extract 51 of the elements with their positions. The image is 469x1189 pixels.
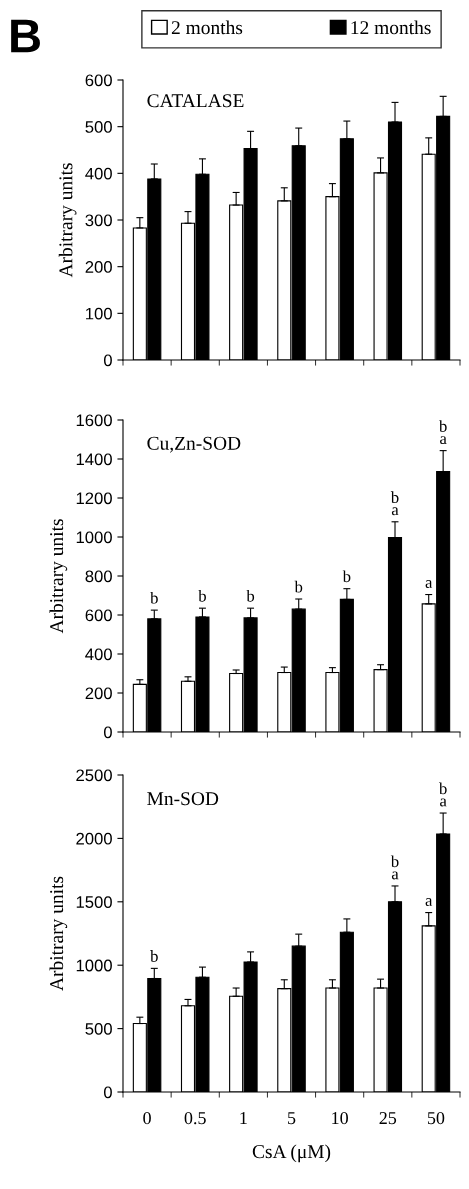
y-tick-label: 1400 [76, 453, 112, 466]
legend-label: 12 months [351, 20, 431, 35]
data-label: b a [390, 491, 399, 516]
y-tick-label: 2500 [76, 769, 112, 782]
y-tick-label: 100 [86, 307, 112, 320]
data-label: b [150, 950, 158, 962]
y-tick-label: 0 [103, 1086, 112, 1099]
data-label: b [150, 591, 158, 604]
y-tick-label: 0 [103, 354, 112, 367]
y-tick-label: 800 [85, 570, 112, 583]
data-label: b a [438, 782, 447, 807]
x-tick-label: 10 [332, 1111, 348, 1125]
x-tick-label: 50 [427, 1111, 445, 1125]
y-tick-label: 0 [103, 726, 112, 739]
x-tick-label: 1 [240, 1112, 247, 1124]
y-tick-label: 1000 [76, 959, 112, 972]
legend-label: 2 months [171, 20, 243, 35]
y-tick-label: 500 [85, 1023, 112, 1035]
y-tick-label: 600 [85, 74, 112, 87]
y-tick-label: 600 [85, 609, 112, 622]
y-tick-label: 1200 [76, 492, 112, 505]
y-tick-label: 500 [85, 121, 112, 133]
data-label: b [198, 589, 206, 602]
data-label: a [425, 898, 433, 907]
data-label: b [294, 580, 303, 593]
y-tick-label: 200 [85, 687, 112, 700]
x-tick-label: 0 [143, 1111, 151, 1125]
y-axis-title: Arbitrary units [49, 876, 68, 991]
y-tick-label: 1000 [76, 531, 112, 544]
x-tick-label: 0.5 [184, 1111, 206, 1125]
x-tick-label: 5 [288, 1112, 296, 1125]
y-axis-title: Arbitrary units [58, 163, 77, 278]
y-tick-label: 1500 [76, 896, 112, 908]
y-tick-label: 400 [85, 167, 112, 180]
y-tick-label: 1600 [76, 414, 112, 427]
data-label: b a [390, 855, 399, 880]
text: B [11, 19, 40, 53]
y-tick-label: 300 [85, 214, 112, 227]
text: CATALASE [147, 94, 244, 108]
x-axis-title: CsA (μM) [252, 1144, 331, 1163]
text: Cu,Zn-SOD [147, 436, 241, 453]
y-tick-label: 2000 [76, 832, 112, 845]
data-label: a [425, 580, 433, 589]
data-label: b [246, 589, 255, 602]
text: Mn-SOD [147, 792, 219, 806]
data-label: b [342, 570, 351, 583]
y-tick-label: 200 [85, 261, 112, 273]
y-tick-label: 400 [85, 648, 112, 661]
y-axis-title: Arbitrary units [49, 519, 68, 634]
data-label: b a [438, 420, 447, 445]
x-tick-label: 25 [379, 1112, 397, 1125]
